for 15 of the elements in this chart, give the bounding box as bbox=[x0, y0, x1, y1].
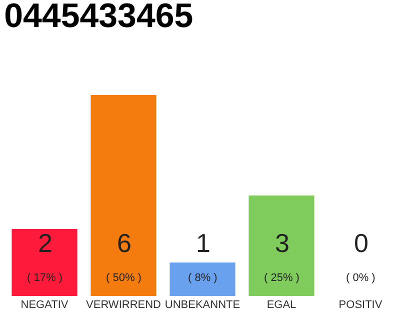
data-label: 2 ( 17% ) bbox=[27, 228, 62, 284]
x-tick-label: POSITIV bbox=[338, 299, 383, 311]
data-label: 3 ( 25% ) bbox=[264, 228, 300, 284]
bar bbox=[90, 95, 156, 296]
bar bbox=[12, 229, 78, 296]
x-tick-label: VERWIRREND bbox=[86, 299, 162, 311]
bar bbox=[248, 196, 314, 296]
chart-title: 0445433465 bbox=[4, 0, 194, 35]
bar bbox=[170, 262, 236, 296]
data-label: 0 ( 0% ) bbox=[346, 228, 376, 284]
data-label: 6 ( 50% ) bbox=[106, 228, 142, 284]
data-label: 1 ( 8% ) bbox=[188, 228, 218, 284]
x-tick-label: UNBEKANNTE bbox=[164, 299, 240, 311]
x-tick-label: NEGATIV bbox=[20, 299, 69, 311]
x-tick-label: EGAL bbox=[266, 299, 296, 311]
